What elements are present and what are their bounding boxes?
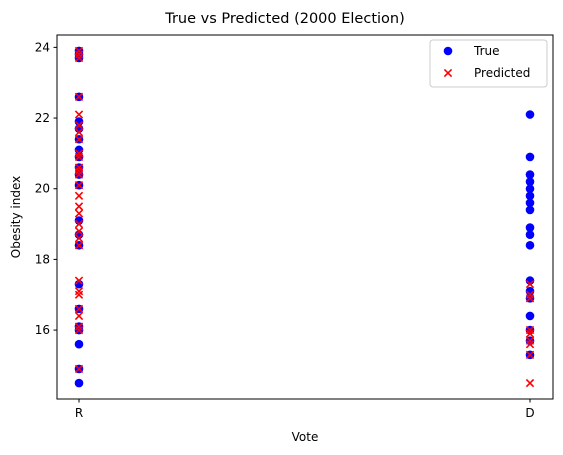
predicted-point (74, 322, 84, 331)
y-tick-label: 18 (35, 252, 50, 266)
true-point (525, 223, 535, 232)
predicted-point (74, 364, 84, 374)
legend-marker-true (443, 46, 453, 56)
true-point (525, 184, 535, 194)
plot-frame (56, 34, 554, 400)
y-axis-ticks: 16 18 20 22 24 (35, 40, 57, 337)
predicted-point (74, 50, 84, 59)
true-point (525, 152, 535, 162)
true-point (74, 378, 84, 388)
predicted-point (74, 276, 84, 285)
true-point (525, 191, 535, 201)
chart-title: True vs Predicted (2000 Election) (164, 11, 405, 27)
predicted-point (525, 325, 535, 335)
predicted-point (525, 336, 535, 345)
predicted-point (74, 234, 84, 243)
predicted-point (74, 287, 84, 296)
predicted-point (74, 152, 84, 162)
predicted-point (74, 191, 84, 200)
y-tick-label: 22 (35, 111, 50, 125)
y-axis-label: Obesity index (9, 176, 23, 258)
true-point (525, 170, 535, 179)
y-tick-label: 16 (35, 323, 50, 337)
predicted-point (74, 46, 84, 56)
predicted-point (74, 209, 84, 218)
predicted-point (74, 92, 84, 102)
y-tick-label: 20 (35, 182, 50, 196)
predicted-point (74, 325, 84, 335)
legend-label: True (473, 44, 500, 58)
predicted-point (525, 290, 535, 299)
x-tick-label: D (525, 406, 534, 420)
predicted-point (74, 311, 84, 321)
true-point (525, 177, 535, 186)
predicted-point (525, 329, 535, 338)
series-true (74, 46, 535, 388)
predicted-point (74, 241, 84, 250)
true-point (525, 198, 535, 208)
true-point (525, 205, 535, 215)
predicted-point (525, 340, 535, 349)
predicted-point (74, 304, 84, 314)
predicted-point (74, 202, 84, 211)
x-axis-label: Vote (292, 430, 319, 444)
series-predicted (74, 46, 535, 388)
true-point (525, 230, 535, 239)
predicted-point (74, 181, 84, 190)
predicted-point (525, 294, 535, 303)
true-point (74, 339, 84, 349)
predicted-point (525, 279, 535, 289)
x-tick-label: R (75, 406, 83, 420)
predicted-point (74, 219, 84, 229)
legend: True Predicted (429, 39, 548, 88)
legend-box (429, 39, 548, 88)
predicted-point (74, 290, 84, 299)
predicted-point (74, 135, 84, 144)
y-tick-label: 24 (35, 40, 50, 54)
legend-label: Predicted (474, 66, 530, 80)
predicted-point (74, 166, 84, 176)
predicted-point (74, 149, 84, 158)
true-point (525, 240, 535, 250)
predicted-point (74, 53, 84, 63)
predicted-point (74, 128, 84, 137)
legend-marker-predicted (443, 68, 453, 78)
legend-items: True Predicted (443, 44, 530, 80)
predicted-point (74, 110, 84, 119)
true-point (525, 110, 535, 119)
predicted-point (74, 170, 84, 179)
predicted-point (74, 120, 84, 130)
true-point (525, 311, 535, 321)
predicted-point (74, 163, 84, 172)
points-layer (74, 46, 535, 388)
predicted-point (525, 350, 535, 359)
predicted-point (525, 378, 535, 388)
predicted-point (74, 226, 84, 236)
